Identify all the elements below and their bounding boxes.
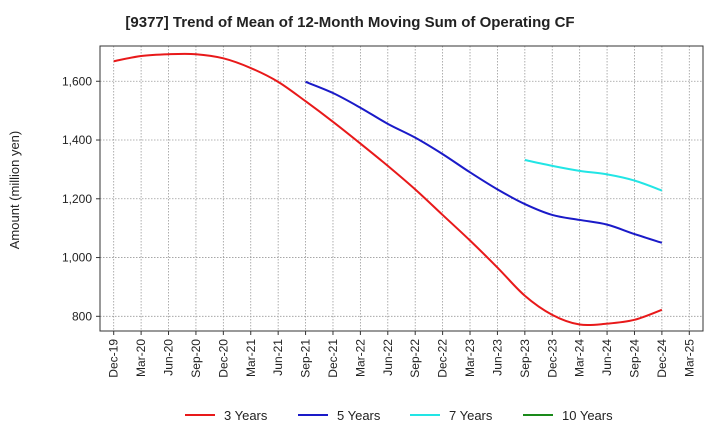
x-tick-label: Dec-19 [107,339,121,378]
x-tick-label: Mar-22 [353,339,367,377]
x-tick-label: Mar-23 [463,339,477,377]
legend: 3 Years 5 Years 7 Years 10 Years [185,408,613,423]
series-line-3-years [113,52,663,327]
x-tick-label: Dec-20 [216,339,230,378]
x-tick-label: Mar-20 [134,339,148,377]
x-tick-label: Mar-25 [682,339,696,377]
x-tick-label: Dec-21 [326,339,340,378]
x-tick-label: Mar-21 [244,339,258,377]
x-tick-label: Sep-24 [627,339,641,378]
x-tick-label: Mar-24 [573,339,587,377]
x-tick-label: Dec-24 [655,339,669,378]
legend-label-10-years: 10 Years [562,408,613,423]
x-axis-ticks: Dec-19 Mar-20 Jun-20 Sep-20 Dec-20 Mar-21 Jun-… [107,331,696,378]
y-tick-label: 800 [72,309,92,323]
y-tick-label: 1,600 [62,74,92,88]
series-line-7-years [524,159,663,192]
chart-title: [9377] Trend of Mean of 12-Month Moving … [125,14,574,31]
y-tick-label: 1,000 [62,251,92,265]
plot-frame [99,45,704,332]
legend-label-3-years: 3 Years [224,408,268,423]
x-tick-label: Jun-24 [600,339,614,376]
grid-lines [100,46,703,331]
x-tick-label: Sep-23 [518,339,532,378]
y-tick-label: 1,400 [62,133,92,147]
legend-label-5-years: 5 Years [337,408,381,423]
x-tick-label: Sep-22 [408,339,422,378]
x-tick-label: Sep-20 [189,339,203,378]
x-tick-label: Jun-21 [271,339,285,376]
x-tick-label: Dec-23 [545,339,559,378]
y-axis-ticks: 800 1,000 1,200 1,400 1,600 [62,74,100,323]
x-tick-label: Jun-20 [162,339,176,376]
x-tick-label: Dec-22 [436,339,450,378]
x-tick-label: Jun-23 [490,339,504,376]
legend-label-7-years: 7 Years [449,408,493,423]
y-tick-label: 1,200 [62,192,92,206]
series-lines [113,52,663,327]
x-tick-label: Sep-21 [299,339,313,378]
x-tick-label: Jun-22 [381,339,395,376]
series-line-5-years [305,80,663,244]
y-axis-label: Amount (million yen) [7,131,22,250]
